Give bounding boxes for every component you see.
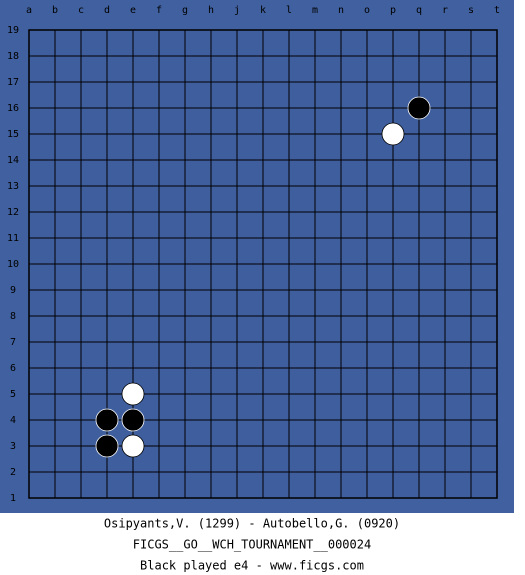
column-label: o	[364, 5, 370, 16]
column-label: k	[260, 5, 266, 16]
row-label: 19	[7, 25, 19, 36]
last-move: Black played e4 - www.ficgs.com	[140, 559, 364, 573]
row-label: 3	[10, 441, 16, 452]
column-label: c	[78, 5, 84, 16]
coordinate-labels: a b c d e f g h j k l m n o p q r s t191817161514131211109…	[7, 5, 500, 504]
column-label: n	[338, 5, 344, 16]
black-stone	[95, 408, 119, 432]
row-label: 18	[7, 51, 19, 62]
row-label: 8	[10, 311, 16, 322]
row-label: 14	[7, 155, 19, 166]
white-stone	[121, 382, 145, 406]
row-label: 17	[7, 77, 19, 88]
row-label: 9	[10, 285, 16, 296]
row-label: 5	[10, 389, 16, 400]
column-label: j	[234, 5, 240, 16]
row-label: 11	[7, 233, 19, 244]
row-label: 15	[7, 129, 19, 140]
row-label: 13	[7, 181, 19, 192]
column-label: m	[312, 5, 318, 16]
row-label: 4	[10, 415, 16, 426]
row-label: 16	[7, 103, 19, 114]
row-label: 7	[10, 337, 16, 348]
column-label: d	[104, 5, 110, 16]
row-label: 1	[10, 493, 16, 504]
tournament: FICGS__GO__WCH_TOURNAMENT__000024	[133, 538, 371, 552]
column-label: q	[416, 5, 422, 16]
column-label: f	[156, 5, 162, 16]
column-label: b	[52, 5, 58, 16]
white-stone	[121, 434, 145, 458]
players: Osipyants,V. (1299) - Autobello,G. (0920…	[104, 517, 400, 531]
column-label: g	[182, 5, 188, 16]
row-label: 2	[10, 467, 16, 478]
column-label: h	[208, 5, 214, 16]
column-label: t	[494, 5, 500, 16]
row-label: 6	[10, 363, 16, 374]
row-label: 12	[7, 207, 19, 218]
column-label: s	[468, 5, 474, 16]
column-label: p	[390, 5, 396, 16]
column-label: l	[286, 5, 292, 16]
column-label: a	[26, 5, 32, 16]
row-label: 10	[7, 259, 19, 270]
column-label: r	[442, 5, 448, 16]
black-stone	[95, 434, 119, 458]
black-stone	[121, 408, 145, 432]
column-label: e	[130, 5, 136, 16]
black-stone	[407, 96, 431, 120]
white-stone	[381, 122, 405, 146]
stones	[95, 96, 431, 458]
